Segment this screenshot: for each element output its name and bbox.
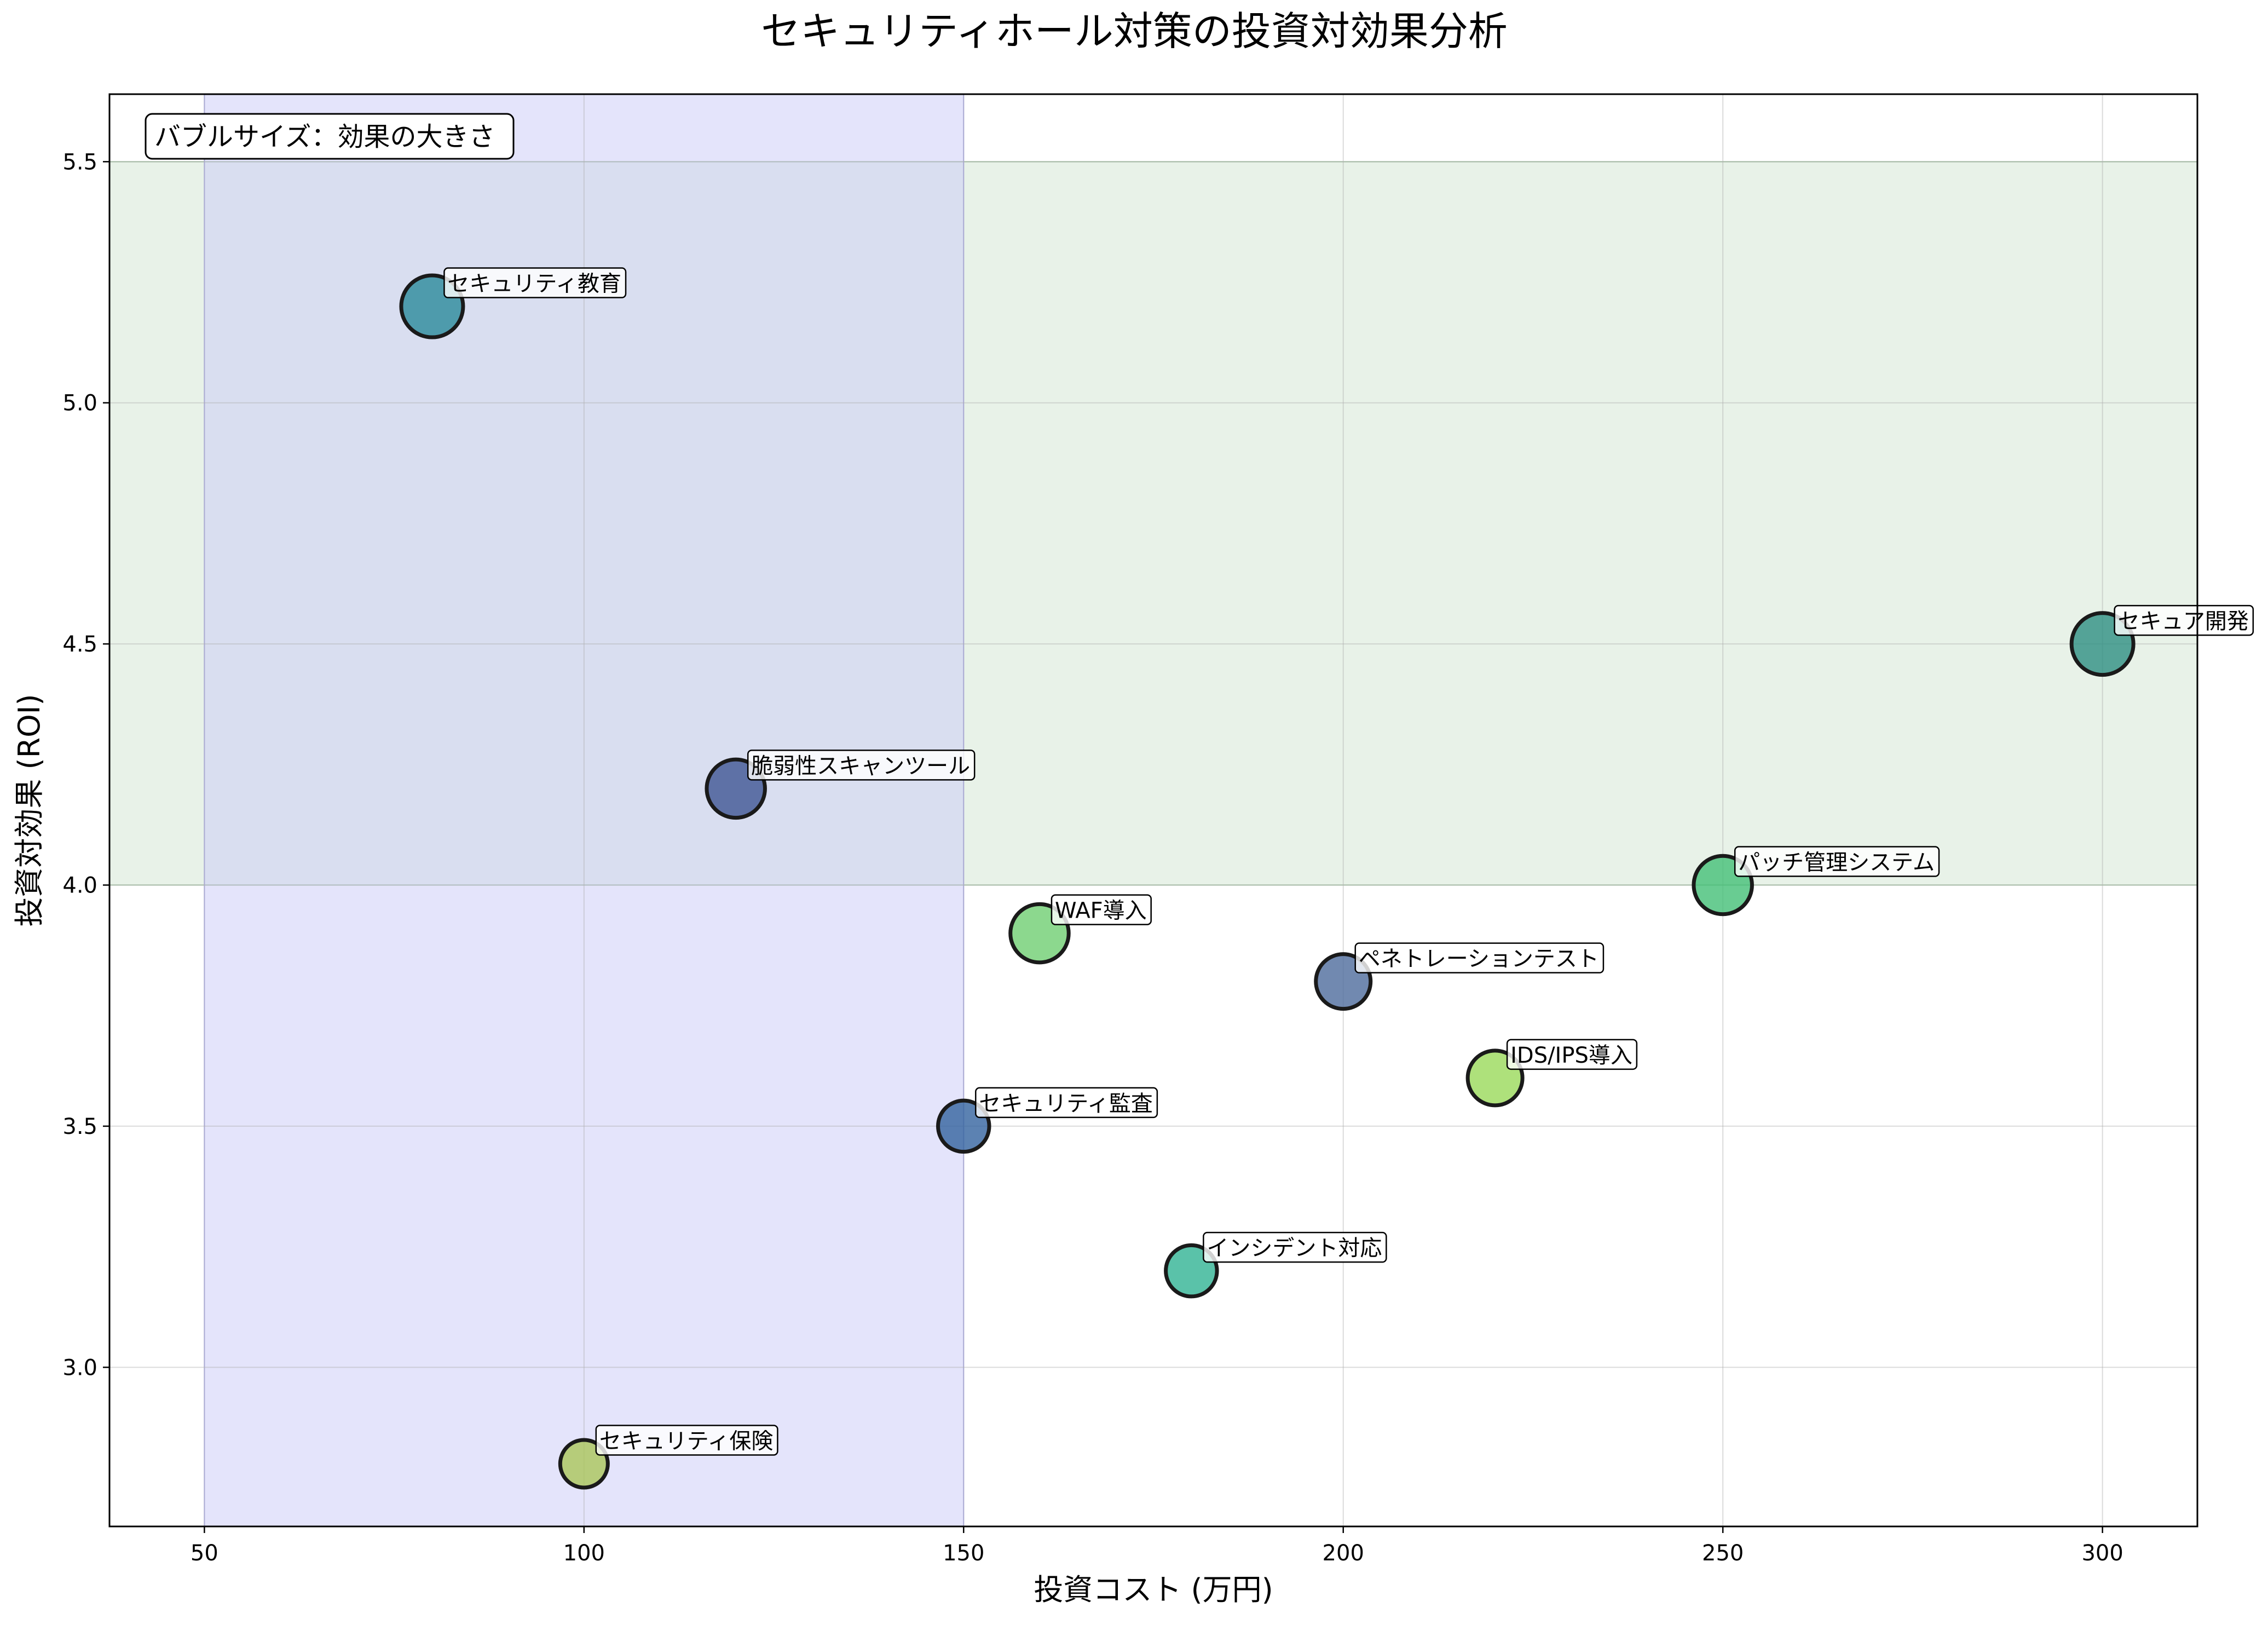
point-label: 脆弱性スキャンツール [747, 750, 976, 781]
point-label-box [747, 750, 976, 781]
point-label-text: IDS/IPS導入 [1510, 1043, 1632, 1068]
y-tick-label: 5.5 [62, 149, 97, 175]
y-tick-label: 5.0 [62, 391, 97, 416]
plot-frame [108, 93, 2198, 1528]
point-label: セキュア開発 [2114, 604, 2254, 636]
note-text: バブルサイズ：効果の大きさ [154, 122, 495, 152]
y-tick-label: 3.5 [62, 1114, 97, 1139]
point-label-text: WAF導入 [1055, 898, 1147, 924]
point-label: IDS/IPS導入 [1506, 1039, 1638, 1070]
point-label: WAF導入 [1051, 894, 1152, 925]
point-label-box [975, 1087, 1158, 1119]
x-axis-ticks: 50 100 150 200 250 300 [191, 1526, 2123, 1566]
y-axis-title: 投資対効果 (ROI) [12, 694, 47, 926]
x-tick-label: 150 [943, 1541, 984, 1566]
y-axis-ticks: 3.0 3.5 4.0 4.5 5.0 5.5 [62, 149, 109, 1380]
point-label-box [1506, 1039, 1638, 1070]
point-label-box [1354, 942, 1605, 973]
point-label-box [1051, 894, 1152, 925]
point-label-box [595, 1425, 778, 1456]
x-tick-label: 200 [1323, 1541, 1364, 1566]
point-label-text: セキュリティ教育 [447, 272, 621, 297]
point-label: セキュリティ保険 [595, 1425, 778, 1456]
x-tick-label: 250 [1702, 1541, 1744, 1566]
x-tick-label: 100 [563, 1541, 605, 1566]
point-label-text: ペネトレーションテスト [1359, 947, 1599, 972]
point-label: インシデント対応 [1203, 1231, 1387, 1263]
x-tick-label: 300 [2081, 1541, 2123, 1566]
y-tick-label: 4.5 [62, 632, 97, 657]
x-tick-label: 50 [191, 1541, 218, 1566]
point-label-text: セキュア開発 [2118, 609, 2249, 634]
grid-lines [109, 94, 2197, 1526]
point-label: パッチ管理システム [1734, 846, 1940, 877]
point-label-box [2114, 604, 2254, 636]
bubble-size-note: バブルサイズ：効果の大きさ [145, 113, 515, 160]
point-label-box [443, 267, 627, 298]
y-tick-label: 4.0 [62, 873, 97, 898]
point-label: セキュリティ教育 [443, 267, 627, 298]
note-box [145, 113, 515, 160]
point-label: ペネトレーションテスト [1354, 942, 1605, 973]
point-label-text: パッチ管理システム [1738, 850, 1935, 875]
point-label-text: 脆弱性スキャンツール [751, 753, 970, 779]
point-label: セキュリティ監査 [975, 1087, 1158, 1119]
highlight-regions [109, 94, 2197, 1526]
chart-title: セキュリティホール対策の投資対効果分析 [761, 8, 1508, 54]
y-tick-label: 3.0 [62, 1355, 97, 1380]
point-label-box [1203, 1231, 1387, 1263]
point-label-box [1734, 846, 1940, 877]
point-label-text: セキュリティ監査 [979, 1091, 1153, 1116]
region-x-band [204, 94, 964, 1526]
point-label-text: セキュリティ保険 [599, 1428, 774, 1454]
point-label-text: インシデント対応 [1207, 1236, 1382, 1261]
x-axis-title: 投資コスト (万円) [1034, 1572, 1273, 1607]
